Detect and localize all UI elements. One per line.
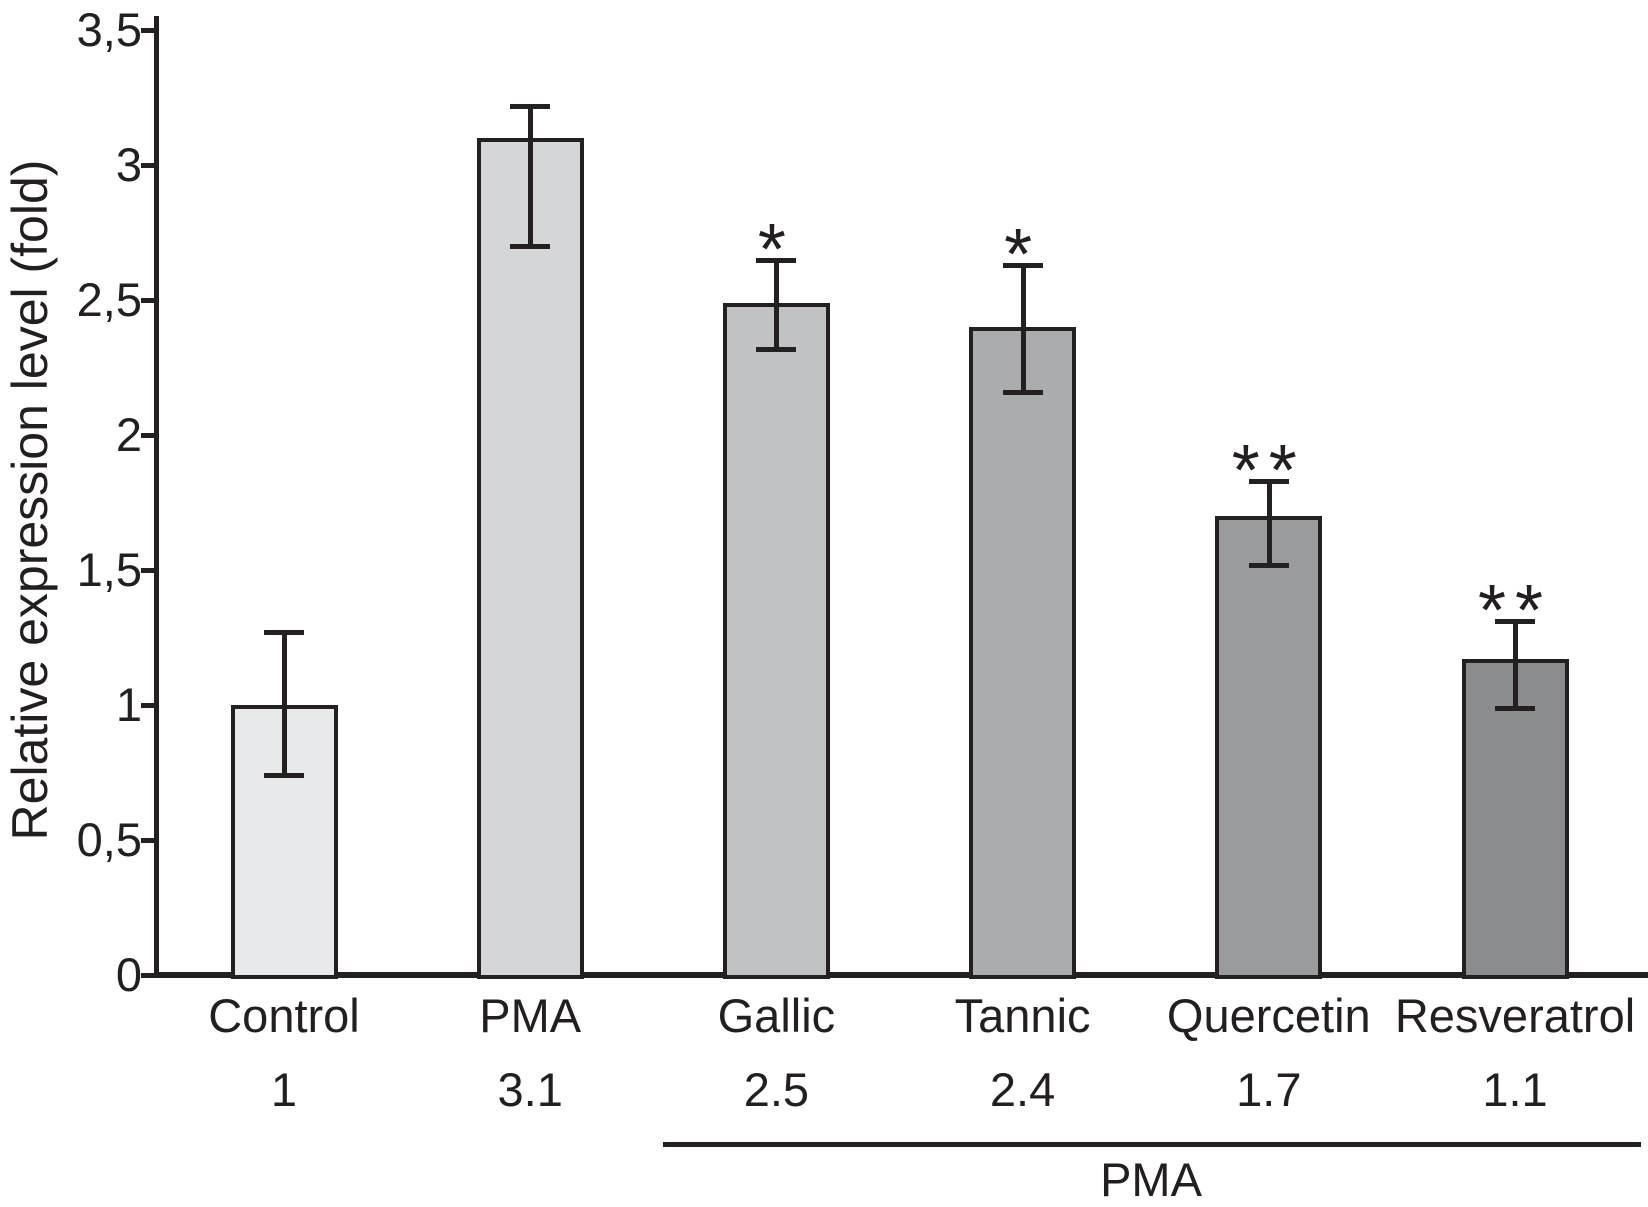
significance-marker: * xyxy=(757,209,795,290)
bar xyxy=(722,302,830,979)
error-bar-cap-bottom xyxy=(1002,389,1043,395)
y-tick-mark xyxy=(141,838,154,843)
bar xyxy=(1215,516,1323,979)
error-bar-line xyxy=(528,105,534,246)
group-bracket-line xyxy=(663,1142,1641,1147)
error-bar-cap-top xyxy=(1002,262,1043,268)
error-bar-line xyxy=(282,632,287,776)
error-bar-line xyxy=(1020,264,1026,392)
category-label: Control xyxy=(208,989,360,1042)
error-bar-cap-top xyxy=(264,630,304,636)
significance-marker: * xyxy=(1004,214,1042,295)
bar xyxy=(230,705,338,979)
bar xyxy=(969,327,1077,979)
y-tick-label: 2,5 xyxy=(76,273,142,326)
bar xyxy=(476,138,584,979)
value-label: 1 xyxy=(270,1063,298,1116)
category-label: Quercetin xyxy=(1166,989,1371,1042)
bar xyxy=(1461,659,1569,979)
y-tick-label: 0,5 xyxy=(76,813,142,866)
category-label: Resveratrol xyxy=(1394,989,1636,1042)
error-bar-cap-bottom xyxy=(510,244,551,249)
y-tick-mark xyxy=(141,973,154,978)
error-bar-cap-bottom xyxy=(264,773,304,779)
error-bar-cap-bottom xyxy=(1248,562,1289,568)
y-tick-mark xyxy=(141,298,154,303)
y-tick-label: 0 xyxy=(115,948,142,1001)
error-bar-cap-bottom xyxy=(1495,705,1535,711)
y-tick-label: 3,5 xyxy=(76,3,142,56)
error-bar-cap-top xyxy=(1248,478,1289,484)
category-label: PMA xyxy=(479,989,582,1042)
y-tick-label: 1,5 xyxy=(76,543,142,596)
value-label: 2.4 xyxy=(989,1063,1056,1116)
y-tick-mark xyxy=(141,163,154,168)
value-label: 2.5 xyxy=(743,1063,810,1116)
error-bar-cap-bottom xyxy=(756,346,797,352)
y-tick-label: 3 xyxy=(115,138,142,191)
y-tick-label: 2 xyxy=(115,408,142,461)
y-tick-mark xyxy=(141,703,154,708)
error-bar-line xyxy=(1266,480,1272,565)
x-axis-line xyxy=(154,972,1648,978)
value-label: 1.7 xyxy=(1236,1063,1302,1116)
error-bar-line xyxy=(774,259,780,349)
y-tick-mark xyxy=(141,28,154,33)
error-bar-cap-top xyxy=(510,103,551,109)
error-bar-cap-top xyxy=(1495,619,1535,625)
group-label: PMA xyxy=(1100,1153,1202,1206)
y-tick-mark xyxy=(141,433,154,438)
y-axis-line xyxy=(154,16,159,978)
significance-marker: ** xyxy=(1231,430,1306,511)
y-tick-label: 1 xyxy=(115,678,142,731)
category-label: Gallic xyxy=(717,989,836,1042)
significance-marker: ** xyxy=(1477,571,1553,652)
error-bar-cap-top xyxy=(756,257,797,263)
value-label: 1.1 xyxy=(1482,1063,1548,1116)
category-label: Tannic xyxy=(954,989,1091,1042)
error-bar-line xyxy=(1513,621,1518,708)
y-tick-mark xyxy=(141,568,154,573)
value-label: 3.1 xyxy=(497,1063,563,1116)
